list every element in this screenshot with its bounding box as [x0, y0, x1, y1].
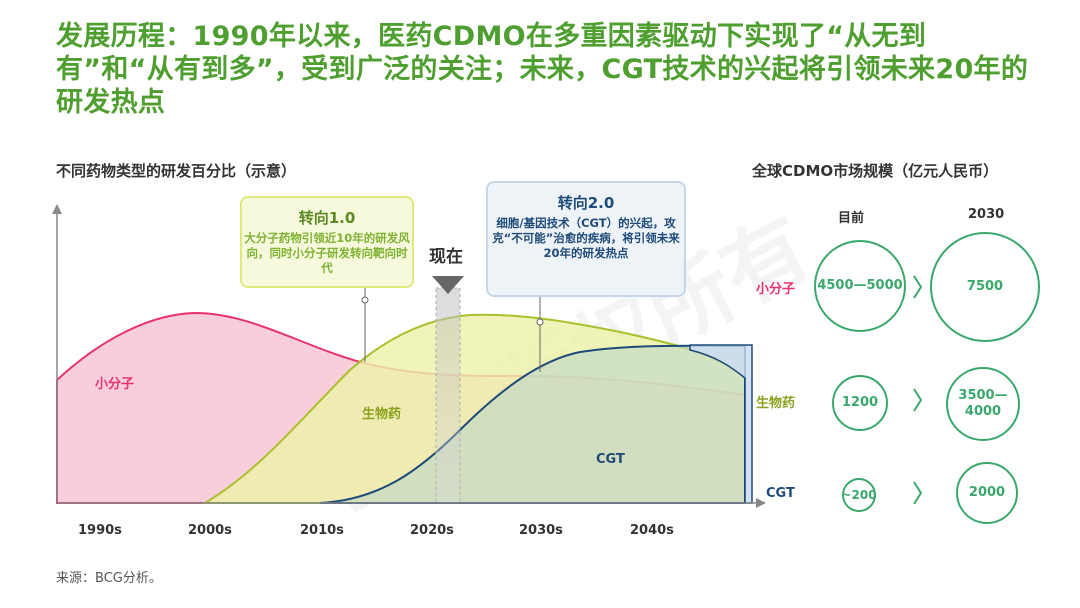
row-label-cgt: CGT [766, 486, 795, 501]
now-marker-icon [432, 276, 464, 294]
market-circle-biologics-current: 1200 [832, 375, 888, 431]
callout-2-heading: 转向2.0 [557, 194, 615, 212]
x-tick-label: 2020s [410, 523, 454, 538]
series-label-cgt: CGT [596, 452, 625, 467]
callout-1-body: 大分子药物引领近10年的研发风向，同时小分子研发转向靶向时代 [244, 231, 410, 275]
market-circle-small-molecule-2030: 7500 [930, 232, 1040, 342]
area-cgt [319, 344, 746, 504]
row-label-biologics: 生物药 [756, 396, 796, 411]
x-tick-label: 2040s [630, 523, 674, 538]
x-tick-label: 2010s [300, 523, 344, 538]
x-tick-label: 2030s [519, 523, 563, 538]
series-label-small-molecule: 小分子 [95, 377, 135, 392]
now-label: 现在 [429, 247, 463, 267]
now-band [435, 287, 461, 504]
callout-shift-1: 转向1.0 大分子药物引领近10年的研发风向，同时小分子研发转向靶向时代 [240, 196, 414, 288]
right-chart-title: 全球CDMO市场规模（亿元人民币） [752, 162, 999, 180]
row-label-small-molecule: 小分子 [756, 282, 796, 297]
series-label-biologics: 生物药 [362, 407, 402, 422]
x-tick-label: 2000s [188, 523, 232, 538]
market-circle-biologics-2030: 3500—4000 [946, 367, 1020, 441]
chevron-icons [913, 275, 923, 505]
market-circle-cgt-current: ~200 [841, 478, 877, 512]
callout-shift-2: 转向2.0 细胞/基因技术（CGT）的兴起，攻克“不可能”治愈的疾病，将引领未来… [486, 181, 686, 297]
source-note: 来源：BCG分析。 [56, 571, 162, 586]
callout-2-body: 细胞/基因技术（CGT）的兴起，攻克“不可能”治愈的疾病，将引领未来20年的研发… [492, 216, 680, 260]
market-circle-small-molecule-current: 4500—5000 [814, 240, 906, 332]
market-circle-cgt-2030: 2000 [956, 462, 1018, 524]
page-title: 发展历程：1990年以来，医药CDMO在多重因素驱动下实现了“从无到有”和“从有… [56, 21, 1029, 118]
x-tick-label: 1990s [78, 523, 122, 538]
column-header-current: 目前 [838, 211, 865, 226]
left-chart-title: 不同药物类型的研发百分比（示意） [56, 162, 297, 180]
column-header-2030: 2030 [968, 207, 1005, 222]
callout-1-heading: 转向1.0 [298, 209, 356, 227]
